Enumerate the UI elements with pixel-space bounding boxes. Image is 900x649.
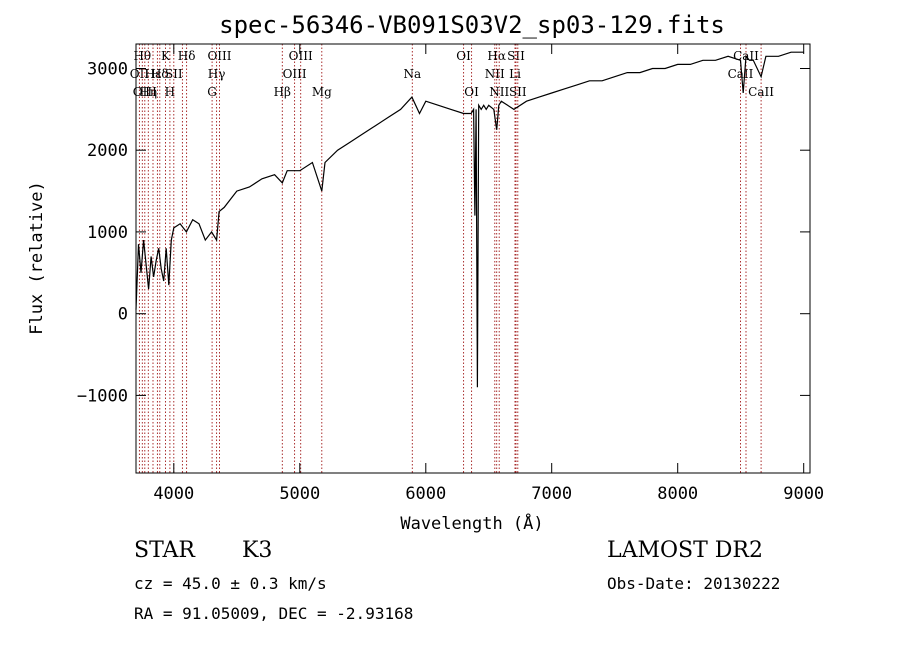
marker-label: OIII [207, 49, 231, 63]
marker-label: Li [509, 67, 521, 81]
marker-label: Hγ [208, 67, 226, 81]
marker-label: NII [485, 67, 505, 81]
marker-label: CaII [728, 67, 754, 81]
x-tick-label: 5000 [279, 484, 320, 504]
x-tick-label: 7000 [531, 484, 572, 504]
marker-label: Hη [139, 85, 157, 99]
survey-name: LAMOST DR2 [607, 538, 763, 563]
y-axis-label: Flux (relative) [27, 181, 47, 335]
subclass: K3 [242, 538, 273, 563]
coordinates: RA = 91.05009, DEC = -2.93168 [134, 604, 414, 623]
marker-label: G [207, 85, 217, 99]
x-axis-ticks: 4000 5000 6000 7000 8000 9000 [153, 44, 824, 504]
y-axis-ticks: −1000 0 1000 2000 3000 [77, 60, 810, 406]
x-tick-label: 8000 [657, 484, 698, 504]
marker-label: SII [509, 85, 527, 99]
marker-label: Hε [145, 67, 162, 81]
x-tick-label: 4000 [153, 484, 194, 504]
marker-label: K [161, 49, 171, 63]
redshift-velocity: cz = 45.0 ± 0.3 km/s [134, 574, 327, 593]
y-tick-label: −1000 [77, 386, 128, 406]
marker-label: Mg [312, 85, 332, 99]
marker-label: OII [130, 67, 150, 81]
y-tick-label: 0 [118, 305, 128, 325]
line-markers: OIIHθOIIIHηHεHδKHSIIHδGHγOIIIHβOIIIOIIIM… [130, 44, 774, 473]
plot-frame [135, 43, 811, 474]
marker-label: NII [489, 85, 509, 99]
obs-date: Obs-Date: 20130222 [607, 574, 781, 593]
marker-label: OI [456, 49, 471, 63]
marker-label: Hθ [133, 49, 151, 63]
y-tick-label: 1000 [87, 223, 128, 243]
marker-label: OIII [283, 67, 307, 81]
x-axis-label: Wavelength (Å) [400, 512, 543, 534]
marker-label: Na [403, 67, 421, 81]
marker-label: SII [507, 49, 525, 63]
object-type: STAR [134, 538, 195, 563]
marker-label: OIII [133, 85, 157, 99]
marker-label: CaII [748, 85, 774, 99]
spectrum-line [135, 51, 804, 388]
y-tick-label: 3000 [87, 60, 128, 80]
chart-title: spec-56346-VB091S03V2_sp03-129.fits [219, 11, 725, 39]
marker-label: Hβ [274, 85, 291, 99]
x-tick-label: 9000 [783, 484, 824, 504]
marker-label: Hδ [151, 67, 169, 81]
marker-label: OI [464, 85, 479, 99]
marker-label: Hα [487, 49, 506, 63]
x-tick-label: 6000 [405, 484, 446, 504]
marker-label: SII [165, 67, 183, 81]
y-tick-label: 2000 [87, 141, 128, 161]
marker-label: H [165, 85, 175, 99]
marker-label: Hδ [178, 49, 196, 63]
marker-label: OIII [289, 49, 313, 63]
